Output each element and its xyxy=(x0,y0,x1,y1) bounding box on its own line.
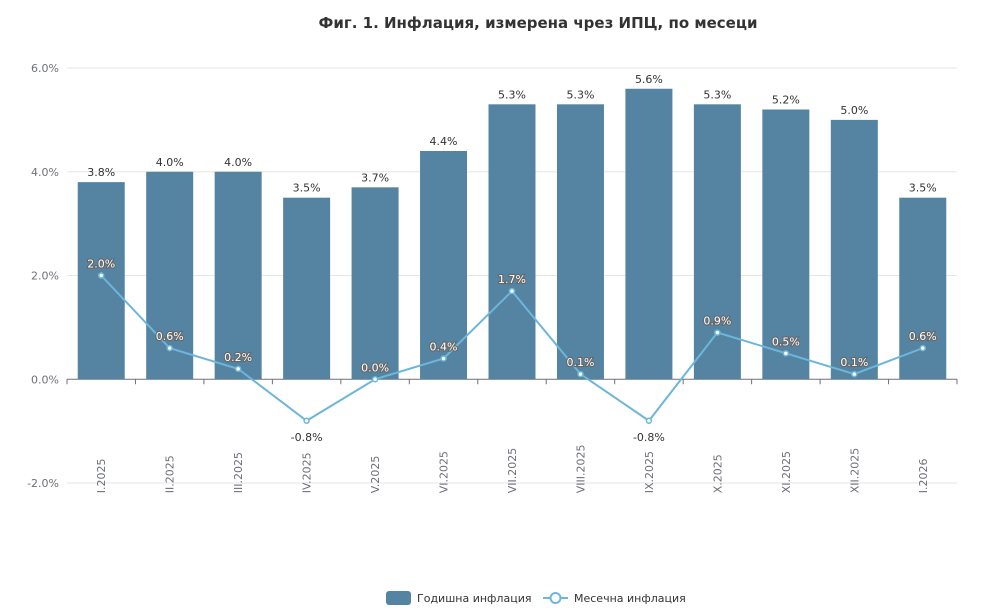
y-tick-label: -2.0% xyxy=(27,477,59,490)
bar-annual-VIII.2025[interactable] xyxy=(556,104,604,380)
line-value-label: 1.7% xyxy=(498,273,526,286)
line-point-X.2025[interactable] xyxy=(714,329,721,336)
line-value-label: 0.6% xyxy=(909,330,937,343)
x-tick-label: VII.2025 xyxy=(506,448,519,494)
bar-value-label: 5.3% xyxy=(566,88,594,101)
x-tick-label: VI.2025 xyxy=(438,451,451,493)
line-value-label: 0.2% xyxy=(224,351,252,364)
bar-annual-I.2025[interactable] xyxy=(77,182,125,380)
line-value-label: -0.8% xyxy=(291,431,323,444)
line-point-VIII.2025[interactable] xyxy=(577,370,584,378)
bar-value-label: 4.0% xyxy=(224,156,252,169)
bar-value-label: 5.6% xyxy=(635,73,663,86)
bar-annual-I.2026[interactable] xyxy=(899,197,947,380)
line-value-label: 0.4% xyxy=(430,341,458,354)
bar-value-label: 5.0% xyxy=(840,104,868,117)
line-value-label: 2.0% xyxy=(87,258,115,271)
line-point-I.2025[interactable] xyxy=(97,272,105,279)
line-point-IV.2025[interactable] xyxy=(303,417,310,424)
y-tick-label: 2.0% xyxy=(31,270,59,283)
line-value-label: -0.8% xyxy=(633,431,665,444)
bar-value-label: 3.5% xyxy=(909,182,937,195)
bar-annual-IV.2025[interactable] xyxy=(283,197,331,380)
bar-value-label: 4.4% xyxy=(430,135,458,148)
x-tick-label: X.2025 xyxy=(711,454,724,493)
line-value-label: 0.9% xyxy=(703,315,731,328)
x-tick-label: XI.2025 xyxy=(780,451,793,493)
line-point-V.2025[interactable] xyxy=(371,376,379,383)
bar-annual-III.2025[interactable] xyxy=(214,171,262,380)
y-tick-label: 6.0% xyxy=(31,62,59,75)
line-point-XI.2025[interactable] xyxy=(782,350,790,357)
x-tick-label: II.2025 xyxy=(164,455,177,493)
line-point-III.2025[interactable] xyxy=(234,365,242,373)
bar-annual-II.2025[interactable] xyxy=(146,171,194,380)
x-tick-label: IV.2025 xyxy=(301,452,314,493)
line-point-VII.2025[interactable] xyxy=(508,287,516,295)
line-point-I.2026[interactable] xyxy=(919,344,927,352)
bar-annual-XII.2025[interactable] xyxy=(830,119,878,380)
x-tick-label: VIII.2025 xyxy=(574,445,587,494)
x-tick-label: IX.2025 xyxy=(643,451,656,493)
bar-value-label: 3.5% xyxy=(293,182,321,195)
x-tick-label: III.2025 xyxy=(232,452,245,493)
legend-label-annual[interactable]: Годишна инфлация xyxy=(417,592,531,605)
bar-value-label: 3.8% xyxy=(87,166,115,179)
y-tick-label: 4.0% xyxy=(31,166,59,179)
line-point-VI.2025[interactable] xyxy=(440,355,447,362)
bar-annual-XI.2025[interactable] xyxy=(762,109,810,380)
legend-bar-swatch[interactable] xyxy=(386,591,411,605)
line-point-II.2025[interactable] xyxy=(166,344,173,352)
bar-value-label: 4.0% xyxy=(156,156,184,169)
bar-annual-IX.2025[interactable] xyxy=(625,88,673,380)
bar-annual-VII.2025[interactable] xyxy=(488,104,536,380)
bar-value-label: 5.3% xyxy=(703,88,731,101)
bar-value-label: 5.3% xyxy=(498,88,526,101)
line-value-label: 0.0% xyxy=(361,361,389,374)
line-value-label: 0.6% xyxy=(156,330,184,343)
line-value-label: 0.1% xyxy=(840,356,868,369)
bar-annual-V.2025[interactable] xyxy=(351,187,399,380)
legend-circle-icon xyxy=(549,592,562,604)
x-tick-label: XII.2025 xyxy=(848,448,861,494)
x-tick-label: I.2025 xyxy=(95,459,108,494)
y-tick-label: 0.0% xyxy=(31,373,59,386)
legend-label-monthly[interactable]: Месечна инфлация xyxy=(574,592,686,605)
x-tick-label: V.2025 xyxy=(369,456,382,494)
bar-annual-VI.2025[interactable] xyxy=(420,151,468,380)
line-value-label: 0.1% xyxy=(566,356,594,369)
bar-value-label: 5.2% xyxy=(772,94,800,107)
line-point-XII.2025[interactable] xyxy=(851,370,858,378)
bar-value-label: 3.7% xyxy=(361,171,389,184)
line-value-label: 0.5% xyxy=(772,335,800,348)
x-tick-label: I.2026 xyxy=(917,459,930,494)
chart-title: Фиг. 1. Инфлация, измерена чрез ИПЦ, по … xyxy=(319,14,758,32)
line-point-IX.2025[interactable] xyxy=(645,417,653,424)
